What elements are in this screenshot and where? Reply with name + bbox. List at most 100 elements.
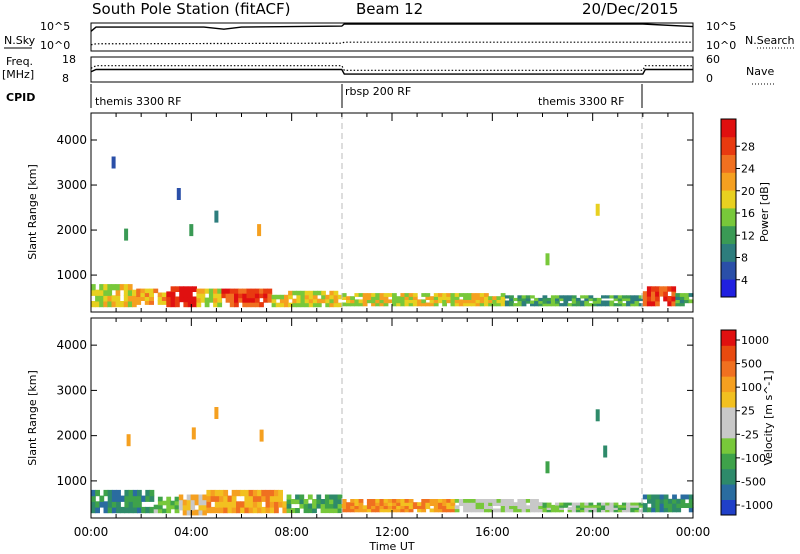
echo-patch (191, 427, 196, 440)
echo-band-cell (567, 502, 573, 506)
echo-band-cell (575, 507, 581, 510)
echo-band-cell (684, 299, 690, 304)
echo-band-cell (392, 499, 397, 503)
nave-label: Nave (746, 65, 774, 78)
echo-band-cell (513, 505, 518, 510)
echo-band-cell (144, 296, 150, 301)
echo-band-cell (538, 303, 544, 307)
echo-band-cell (248, 501, 254, 508)
echo-band-cell (630, 507, 636, 510)
echo-band-cell (295, 499, 300, 505)
colorbar-label: 24 (741, 163, 755, 176)
colorbar-swatch (721, 391, 736, 408)
x-tick-label: 08:00 (274, 525, 309, 539)
echo-band-cell (229, 297, 235, 303)
echo-band-cell (471, 508, 477, 513)
echo-band-cell (433, 499, 439, 503)
echo-band-cell (379, 499, 385, 503)
echo-band-cell (638, 504, 644, 508)
power-colorbar-title: Power [dB] (758, 182, 771, 242)
echo-band-cell (204, 302, 210, 308)
echo-band-cell (354, 508, 360, 513)
echo-band-cell (417, 508, 422, 513)
nave-line (90, 65, 693, 71)
echo-band-cell (95, 506, 100, 514)
echo-band-cell (219, 506, 224, 514)
echo-band-cell (254, 297, 260, 303)
echo-band-cell (442, 502, 447, 506)
echo-band-cell (107, 289, 113, 296)
echo-band-cell (471, 302, 477, 307)
echo-band-cell (500, 299, 506, 304)
echo-band-cell (231, 489, 237, 497)
echo-band-cell (387, 299, 393, 304)
echo-band-cell (99, 501, 105, 508)
echo-band-cell (269, 489, 275, 497)
echo-band-cell (204, 297, 210, 303)
echo-band-cell (555, 300, 560, 304)
colorbar-label: 1000 (741, 334, 769, 347)
echo-band-cell (521, 505, 527, 510)
echo-band-cell (605, 502, 610, 506)
echo-band-cell (95, 501, 100, 508)
echo-band-cell (475, 302, 481, 307)
echo-band-cell (107, 284, 113, 291)
echo-band-cell (438, 293, 443, 297)
echo-band-cell (257, 506, 262, 514)
echo-band-cell (111, 284, 117, 291)
echo-band-cell (192, 286, 197, 292)
echo-band-cell (555, 509, 560, 513)
echo-band-cell (144, 292, 150, 297)
nsky-tick-high: 10^5 (40, 20, 70, 33)
echo-band-cell (307, 494, 313, 500)
echo-band-cell (254, 293, 260, 299)
echo-band-cell (274, 489, 279, 497)
echo-band-cell (103, 284, 108, 291)
echo-band-cell (412, 502, 418, 506)
date-label: 20/Dec/2015 (582, 0, 678, 18)
echo-band-cell (642, 503, 648, 508)
echo-band-cell (317, 298, 322, 304)
echo-band-cell (132, 506, 138, 514)
echo-band-cell (675, 296, 681, 300)
echo-band-cell (538, 502, 544, 506)
echo-band-cell (244, 489, 250, 497)
y-tick-label: 3000 (56, 383, 87, 397)
echo-band-cell (655, 507, 661, 513)
echo-band-cell (534, 502, 539, 506)
echo-band-cell (333, 508, 339, 514)
echo-band-cell (137, 501, 142, 508)
echo-band-cell (124, 501, 130, 508)
echo-band-cell (471, 296, 477, 300)
echo-band-cell (387, 499, 393, 503)
echo-band-cell (341, 302, 347, 307)
echo-band-cell (601, 504, 606, 508)
nave-tick-high: 60 (706, 53, 720, 66)
echo-band-cell (663, 503, 669, 508)
echo-band-cell (288, 294, 293, 300)
echo-band-cell (580, 504, 585, 508)
echo-band-cell (571, 295, 577, 299)
echo-band-cell (227, 506, 233, 514)
echo-band-cell (337, 508, 343, 514)
echo-band-cell (634, 502, 640, 506)
echo-band-cell (404, 293, 410, 297)
echo-band-cell (259, 302, 264, 308)
echo-band-cell (103, 489, 109, 497)
echo-band-cell (484, 508, 489, 513)
echo-band-cell (559, 295, 564, 299)
echo-band-cell (383, 502, 389, 506)
echo-band-cell (337, 499, 343, 505)
echo-band-cell (575, 509, 581, 513)
echo-band-cell (329, 290, 335, 296)
echo-band-cell (107, 506, 113, 514)
power-ylabel: Slant Range [km] (26, 164, 39, 260)
echo-band-cell (667, 286, 672, 292)
echo-band-cell (446, 296, 452, 300)
echo-band-cell (559, 509, 564, 513)
echo-band-cell (563, 303, 569, 307)
echo-band-cell (223, 489, 229, 497)
echo-band-cell (320, 499, 326, 505)
echo-band-cell (284, 302, 289, 308)
